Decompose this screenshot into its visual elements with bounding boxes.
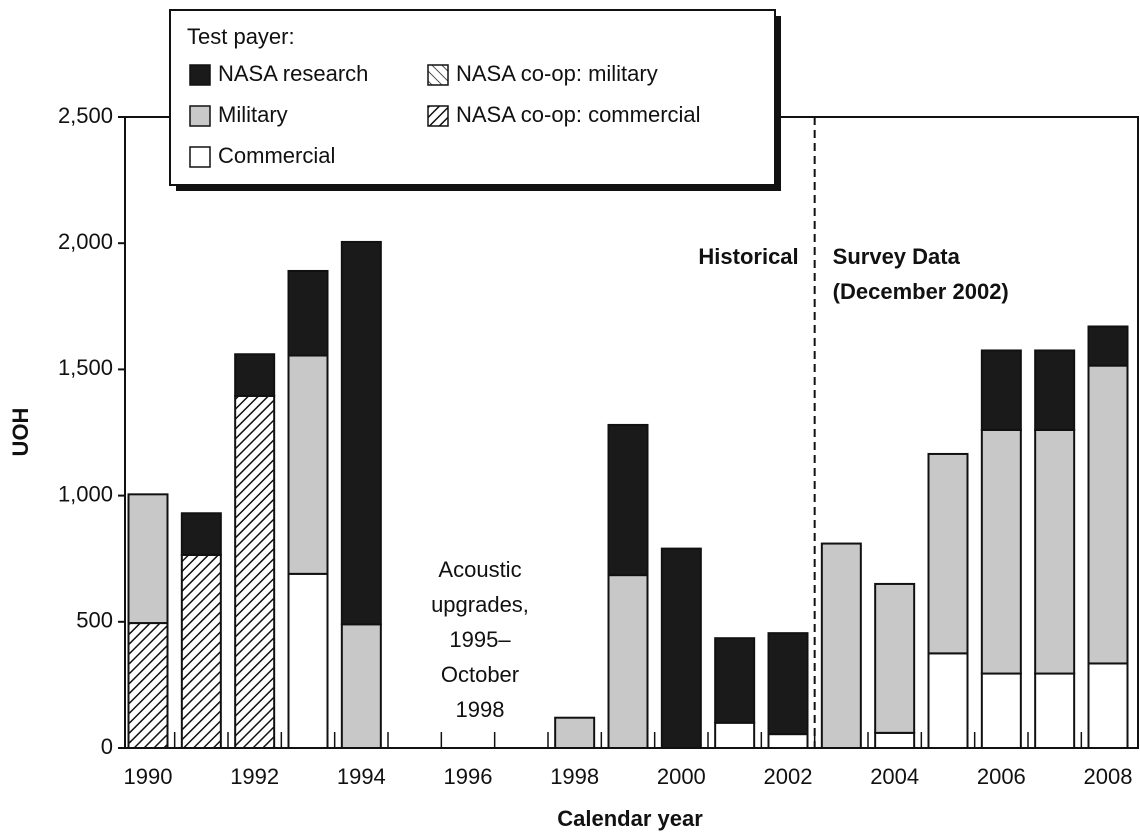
bar-segment xyxy=(607,574,649,750)
bar-segment xyxy=(127,493,169,625)
bar-segment xyxy=(340,240,382,626)
x-tick-label: 2000 xyxy=(657,764,706,789)
legend-label: NASA co-op: commercial xyxy=(456,102,701,127)
bar-segment xyxy=(767,632,809,736)
legend-swatch xyxy=(427,64,449,86)
y-tick-label: 2,000 xyxy=(58,229,113,254)
legend-box xyxy=(169,9,776,186)
x-tick-label: 2004 xyxy=(870,764,919,789)
x-axis-title: Calendar year xyxy=(557,806,703,831)
bar-segment xyxy=(1087,325,1129,367)
x-tick-label: 2002 xyxy=(764,764,813,789)
y-tick-label: 0 xyxy=(101,734,113,759)
x-tick-label: 1998 xyxy=(550,764,599,789)
annotation: upgrades, xyxy=(431,592,529,617)
bar-segment xyxy=(714,637,756,724)
legend-label: Military xyxy=(218,102,288,127)
bar-segment xyxy=(980,672,1022,749)
legend-title: Test payer: xyxy=(187,24,295,49)
annotation: 1998 xyxy=(456,697,505,722)
bar-segment xyxy=(927,452,969,655)
x-tick-label: 1992 xyxy=(230,764,279,789)
bar-segment xyxy=(980,349,1022,431)
y-tick-label: 1,500 xyxy=(58,355,113,380)
bar-segment xyxy=(287,269,329,357)
legend-label: NASA research xyxy=(218,61,368,86)
bar-segment xyxy=(1034,672,1076,749)
bar-segment xyxy=(1087,364,1129,665)
legend-swatch xyxy=(189,105,211,127)
bar-segment xyxy=(927,652,969,749)
x-tick-label: 1990 xyxy=(124,764,173,789)
annotation: October xyxy=(441,662,519,687)
legend-swatch xyxy=(427,105,449,127)
bar-segment xyxy=(180,553,222,749)
y-axis-title: UOH xyxy=(8,408,33,457)
bar-segment xyxy=(554,716,596,749)
bar-segment xyxy=(874,731,916,750)
bar-segment xyxy=(287,354,329,575)
annotation: Acoustic xyxy=(438,557,521,582)
bar-segment xyxy=(874,582,916,734)
annotation: Historical xyxy=(698,244,798,269)
annotation: (December 2002) xyxy=(833,279,1009,304)
bar-segment xyxy=(1034,428,1076,675)
bar-segment xyxy=(234,394,276,749)
bar-segment xyxy=(127,622,169,750)
legend-label: Commercial xyxy=(218,143,335,168)
legend-swatch xyxy=(189,146,211,168)
bar-segment xyxy=(820,542,862,750)
bar-segment xyxy=(980,428,1022,675)
bar-segment xyxy=(660,547,702,749)
bar-segment xyxy=(287,572,329,749)
y-tick-label: 500 xyxy=(76,608,113,633)
bar-segment xyxy=(607,423,649,577)
x-tick-label: 2006 xyxy=(977,764,1026,789)
y-tick-label: 1,000 xyxy=(58,481,113,506)
y-tick-label: 2,500 xyxy=(58,103,113,128)
annotation: 1995– xyxy=(449,627,511,652)
bar-segment xyxy=(180,512,222,556)
bar-segment xyxy=(714,721,756,750)
bar-segment xyxy=(1087,662,1129,749)
x-tick-label: 1996 xyxy=(444,764,493,789)
bar-segment xyxy=(340,623,382,749)
x-tick-label: 2008 xyxy=(1084,764,1133,789)
legend-swatch xyxy=(189,64,211,86)
bar-segment xyxy=(234,353,276,397)
bar-segment xyxy=(767,733,809,749)
legend-label: NASA co-op: military xyxy=(456,61,658,86)
annotation: Survey Data xyxy=(833,244,961,269)
bar-segment xyxy=(1034,349,1076,431)
x-tick-label: 1994 xyxy=(337,764,386,789)
